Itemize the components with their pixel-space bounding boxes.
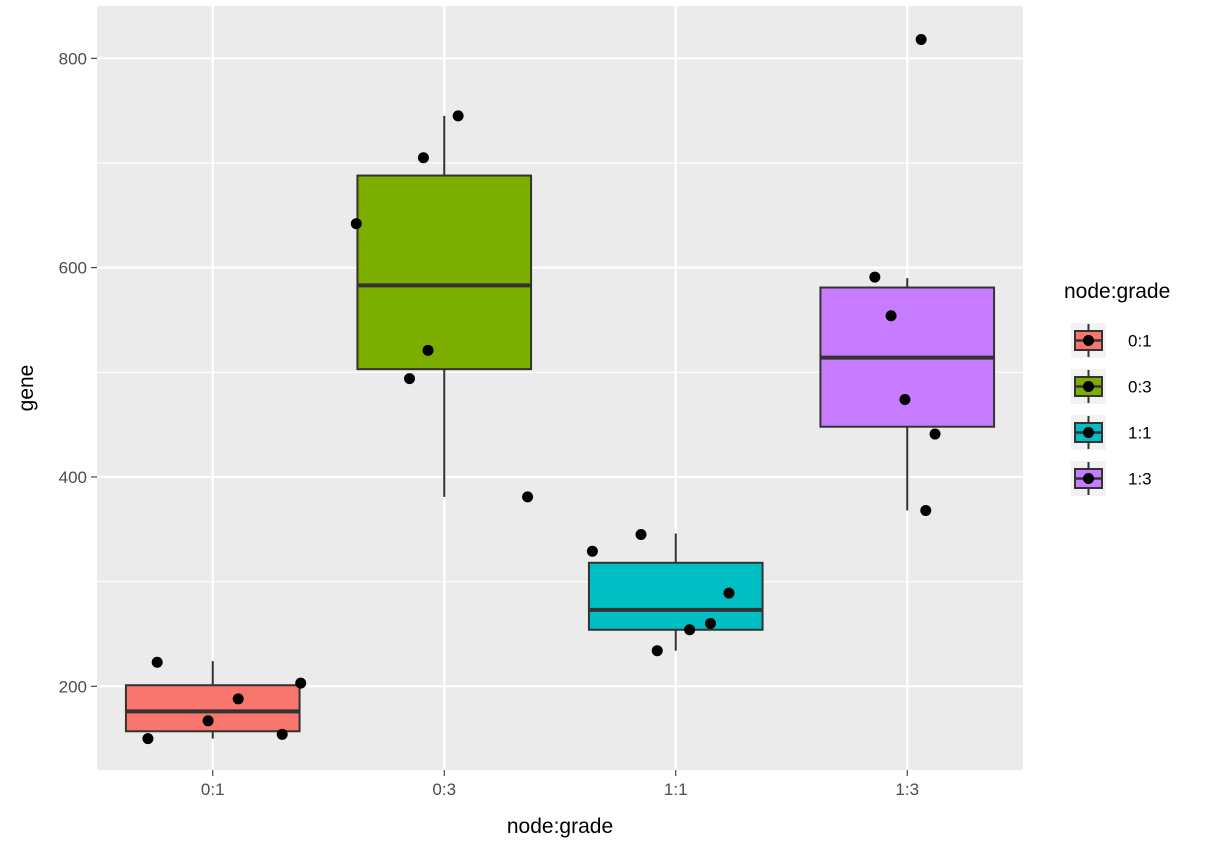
data-point xyxy=(417,152,429,164)
box-body xyxy=(124,684,301,733)
legend-title: node:grade xyxy=(1064,280,1170,303)
data-point xyxy=(899,394,911,406)
data-point xyxy=(422,344,434,356)
box-1-1 xyxy=(587,533,764,651)
legend-label: 1:3 xyxy=(1128,470,1152,489)
x-axis-title: node:grade xyxy=(507,815,613,838)
x-tick-label: 1:3 xyxy=(895,780,919,799)
x-tick-label: 0:3 xyxy=(432,780,456,799)
data-point xyxy=(350,218,362,230)
box-0-3 xyxy=(356,115,533,497)
boxes xyxy=(124,115,996,739)
legend-label: 0:3 xyxy=(1128,378,1152,397)
y-tick-label: 200 xyxy=(59,677,87,696)
legend-entry-0-3: 0:3 xyxy=(1071,369,1152,404)
data-point xyxy=(276,728,288,740)
y-tick-label: 600 xyxy=(59,259,87,278)
box-body xyxy=(587,561,764,631)
legend-label: 1:1 xyxy=(1128,424,1152,443)
data-points xyxy=(142,33,941,745)
data-point xyxy=(915,33,927,45)
y-axis: 200 400 600 800 xyxy=(59,49,97,696)
legend-point xyxy=(1083,335,1094,346)
data-point xyxy=(723,587,735,599)
data-point xyxy=(151,656,163,668)
x-tick-label: 1:1 xyxy=(664,780,688,799)
legend: node:grade 0:1 0:3 1:1 1:3 xyxy=(1064,280,1170,496)
legend-label: 0:1 xyxy=(1128,332,1152,351)
y-tick-label: 400 xyxy=(59,468,87,487)
data-point xyxy=(684,624,696,636)
legend-point xyxy=(1083,427,1094,438)
data-point xyxy=(232,693,244,705)
box-body xyxy=(356,174,533,371)
data-point xyxy=(142,733,154,745)
legend-entry-1-3: 1:3 xyxy=(1071,461,1152,496)
data-point xyxy=(635,529,647,541)
data-point xyxy=(869,271,881,283)
data-point xyxy=(920,504,932,516)
legend-entry-1-1: 1:1 xyxy=(1071,415,1152,450)
y-tick-label: 800 xyxy=(59,49,87,68)
legend-point xyxy=(1083,381,1094,392)
data-point xyxy=(929,428,941,440)
legend-point xyxy=(1083,473,1094,484)
data-point xyxy=(522,491,534,503)
data-point xyxy=(202,715,214,727)
data-point xyxy=(651,645,663,657)
data-point xyxy=(452,110,464,122)
data-point xyxy=(586,545,598,557)
data-point xyxy=(404,373,416,385)
x-tick-label: 0:1 xyxy=(201,780,225,799)
data-point xyxy=(885,310,897,322)
y-axis-title: gene xyxy=(15,365,38,412)
data-point xyxy=(295,677,307,689)
x-axis: 0:1 0:3 1:1 1:3 xyxy=(201,770,919,799)
data-point xyxy=(704,617,716,629)
legend-entry-0-1: 0:1 xyxy=(1071,323,1152,358)
